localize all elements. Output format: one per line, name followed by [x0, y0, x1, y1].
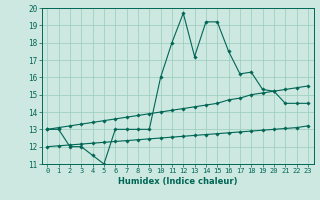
X-axis label: Humidex (Indice chaleur): Humidex (Indice chaleur) [118, 177, 237, 186]
